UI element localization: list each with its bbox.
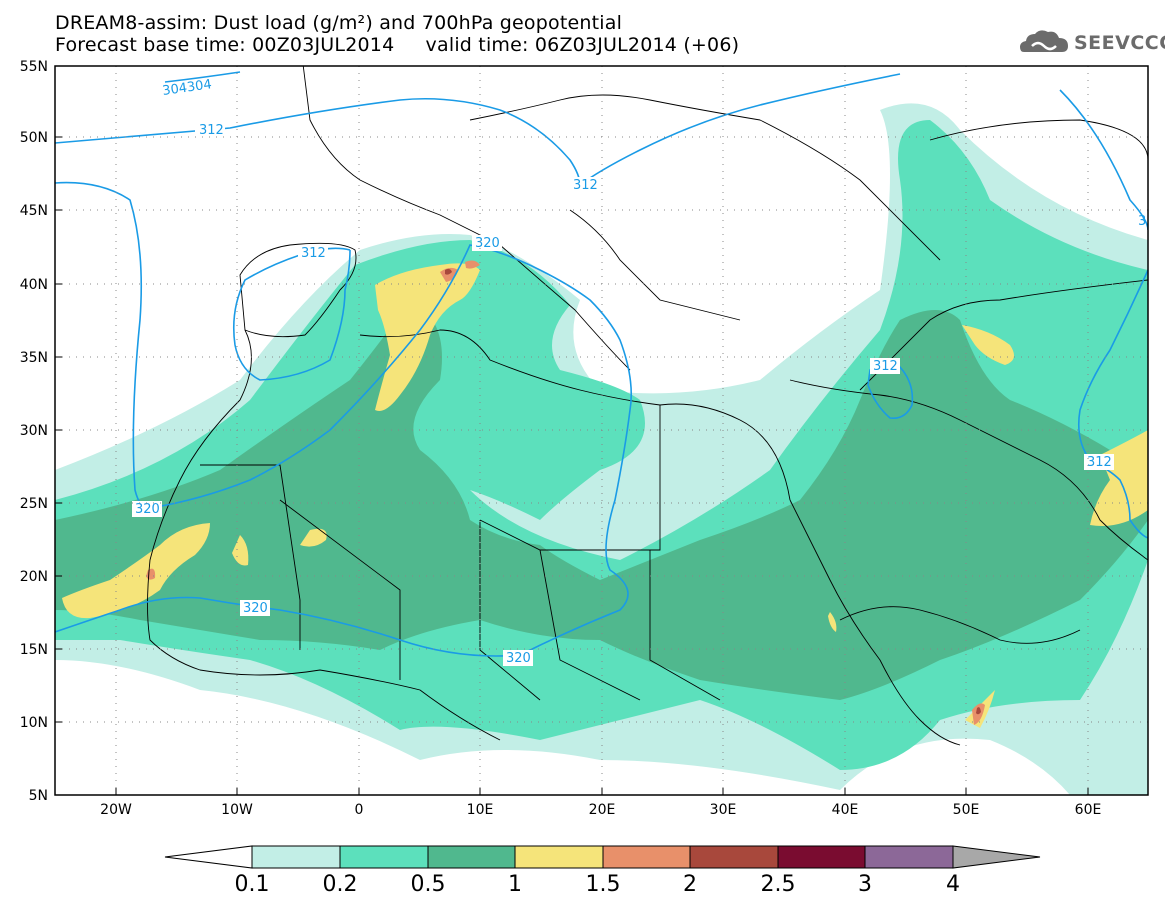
dust-field-2 xyxy=(445,268,981,715)
map-title-line1: DREAM8-assim: Dust load (g/m²) and 700hP… xyxy=(55,12,623,34)
contour-labels: 304304 312 312 312 320 320 320 320 312 3… xyxy=(132,77,1146,666)
lon-label: 30E xyxy=(710,802,737,818)
lat-label: 10N xyxy=(20,715,48,731)
dust-field-1 xyxy=(62,263,1148,728)
colorbar-label: 0.2 xyxy=(322,872,358,897)
colorbar-swatch xyxy=(602,845,691,869)
contour-label: 304304 xyxy=(161,77,212,99)
contour-label: 3 xyxy=(1138,214,1146,229)
lat-label: 35N xyxy=(20,350,48,366)
contour-label: 320 xyxy=(135,502,160,517)
colorbar-label: 4 xyxy=(946,872,960,897)
contour-label: 312 xyxy=(873,359,898,374)
colorbar xyxy=(164,845,1041,869)
colorbar-label: 3 xyxy=(858,872,872,897)
colorbar-swatch xyxy=(251,845,341,869)
cloud-icon xyxy=(1020,30,1068,52)
country-borders xyxy=(147,66,1148,746)
contour-label: 320 xyxy=(243,601,268,616)
lat-label: 5N xyxy=(29,788,48,804)
lat-label: 55N xyxy=(20,59,48,75)
colorbar-label: 1 xyxy=(508,872,522,897)
lat-label: 40N xyxy=(20,277,48,293)
axis-ticks xyxy=(55,65,1089,796)
contour-label: 312 xyxy=(573,178,598,193)
contour-label: 320 xyxy=(475,236,500,251)
colorbar-swatch xyxy=(339,845,429,869)
lon-label: 20W xyxy=(100,802,132,818)
lon-label: 50E xyxy=(953,802,980,818)
colorbar-label: 0.5 xyxy=(410,872,446,897)
contour-label: 312 xyxy=(301,246,326,261)
longitude-labels: 20W 10W 0 10E 20E 30E 40E 50E 60E xyxy=(100,802,1101,818)
lat-label: 30N xyxy=(20,423,48,439)
seevccc-logo: SEEVCCC xyxy=(1018,26,1165,60)
colorbar-label: 2.5 xyxy=(760,872,796,897)
map-gridlines xyxy=(55,66,1148,795)
colorbar-label: 0.1 xyxy=(234,872,270,897)
lon-label: 40E xyxy=(832,802,859,818)
lon-label: 0 xyxy=(355,802,364,818)
lon-label: 60E xyxy=(1075,802,1102,818)
colorbar-label: 1.5 xyxy=(585,872,621,897)
lon-label: 10W xyxy=(221,802,253,818)
lat-label: 45N xyxy=(20,203,48,219)
lon-label: 10E xyxy=(467,802,494,818)
lat-label: 20N xyxy=(20,569,48,585)
contour-label: 312 xyxy=(1087,455,1112,470)
lat-label: 15N xyxy=(20,642,48,658)
colorbar-swatch xyxy=(427,845,516,869)
colorbar-low-arrow xyxy=(164,845,253,869)
colorbar-swatch xyxy=(777,845,866,869)
colorbar-label: 2 xyxy=(683,872,697,897)
contour-label: 312 xyxy=(199,123,224,138)
lat-label: 50N xyxy=(20,130,48,146)
latitude-labels: 55N 50N 45N 40N 35N 30N 25N 20N 15N 10N … xyxy=(20,59,48,804)
contour-label: 320 xyxy=(506,651,531,666)
colorbar-high-arrow xyxy=(952,845,1041,869)
map-title-line2: Forecast base time: 00Z03JUL2014 valid t… xyxy=(55,34,740,56)
colorbar-swatch xyxy=(864,845,954,869)
colorbar-swatch xyxy=(514,845,604,869)
lat-label: 25N xyxy=(20,496,48,512)
colorbar-swatch xyxy=(689,845,779,869)
lon-label: 20E xyxy=(589,802,616,818)
logo-text: SEEVCCC xyxy=(1074,32,1165,54)
